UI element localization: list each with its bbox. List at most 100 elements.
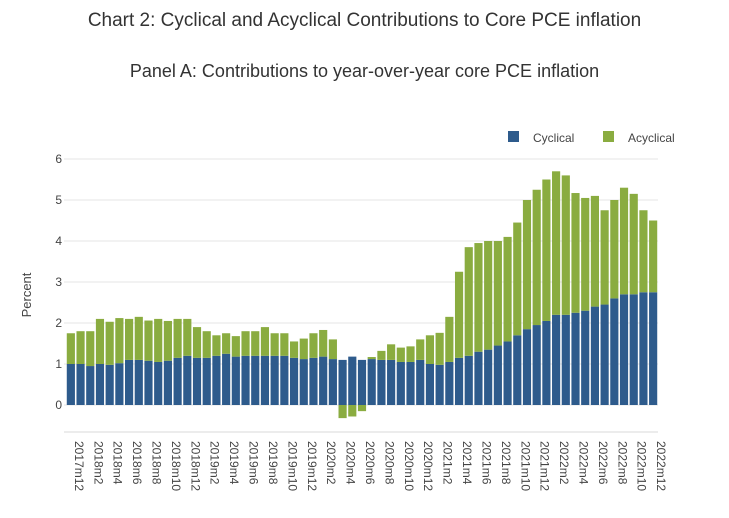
bar-acyclical-2022m9 — [619, 187, 629, 295]
bar-acyclical-2021m10 — [513, 222, 522, 336]
bar-acyclical-2017m12 — [66, 333, 75, 364]
bar-acyclical-2022m7 — [600, 210, 609, 305]
bar-cyclical-2019m9 — [270, 355, 279, 405]
bar-acyclical-2019m7 — [251, 331, 260, 356]
x-tick-label: 2019m4 — [227, 441, 241, 485]
bar-cyclical-2020m7 — [367, 359, 376, 405]
bar-acyclical-2020m10 — [396, 347, 405, 362]
bar-acyclical-2022m2 — [552, 171, 561, 315]
x-tick-label: 2019m2 — [208, 441, 222, 485]
bar-acyclical-2022m11 — [639, 210, 648, 293]
bar-cyclical-2021m10 — [513, 335, 522, 405]
bar-cyclical-2021m1 — [425, 364, 435, 405]
bar-cyclical-2017m12 — [66, 364, 75, 405]
bar-cyclical-2019m11 — [289, 357, 299, 405]
x-tick-label: 2018m4 — [111, 441, 125, 485]
bar-cyclical-2018m10 — [163, 360, 172, 405]
legend-label-cyclical: Cyclical — [533, 131, 574, 145]
bar-acyclical-2018m7 — [134, 316, 143, 360]
bar-cyclical-2022m7 — [600, 304, 609, 405]
bar-cyclical-2020m12 — [416, 359, 425, 405]
bar-cyclical-2020m10 — [396, 361, 405, 405]
x-tick-label: 2022m4 — [577, 441, 591, 485]
bar-acyclical-2018m1 — [76, 331, 85, 364]
bar-acyclical-2020m2 — [319, 329, 328, 357]
bar-acyclical-2018m11 — [173, 318, 182, 358]
x-tick-label: 2019m10 — [285, 441, 299, 491]
x-tick-label: 2022m12 — [654, 441, 668, 491]
legend-swatch-cyclical — [508, 131, 519, 142]
bar-acyclical-2022m6 — [590, 195, 599, 307]
y-tick-label: 2 — [55, 316, 62, 330]
bar-acyclical-2019m1 — [192, 327, 202, 358]
bar-cyclical-2022m8 — [610, 298, 619, 405]
bar-acyclical-2020m6 — [357, 405, 367, 412]
bar-cyclical-2022m4 — [571, 312, 580, 405]
bar-cyclical-2018m5 — [115, 363, 124, 405]
y-axis-ticks: 0 1 2 3 4 5 6 — [55, 152, 62, 412]
bar-cyclical-2018m12 — [183, 355, 192, 405]
bar-cyclical-2018m6 — [125, 359, 134, 405]
bar-cyclical-2018m11 — [173, 357, 182, 405]
bar-acyclical-2018m10 — [163, 320, 172, 361]
bar-cyclical-2019m10 — [280, 355, 289, 405]
bar-cyclical-2020m5 — [348, 356, 357, 405]
bar-acyclical-2019m3 — [212, 335, 221, 356]
bar-cyclical-2020m11 — [406, 361, 415, 405]
bar-acyclical-2018m8 — [144, 320, 153, 361]
bar-acyclical-2020m3 — [328, 339, 337, 360]
bar-cyclical-2021m11 — [522, 329, 532, 405]
bar-acyclical-2020m4 — [338, 405, 347, 419]
x-tick-label: 2022m6 — [596, 441, 610, 485]
x-tick-label: 2019m12 — [305, 441, 319, 491]
bar-acyclical-2021m11 — [522, 200, 532, 330]
bar-acyclical-2020m5 — [348, 405, 357, 417]
bar-acyclical-2018m9 — [154, 318, 163, 362]
bar-cyclical-2018m2 — [86, 366, 95, 405]
bar-acyclical-2020m9 — [387, 344, 396, 360]
bar-cyclical-2022m11 — [639, 292, 648, 405]
bar-cyclical-2018m7 — [134, 359, 143, 405]
bar-acyclical-2021m2 — [435, 332, 444, 365]
bar-cyclical-2018m8 — [144, 360, 153, 405]
bar-acyclical-2021m12 — [532, 189, 541, 326]
x-tick-label: 2022m8 — [615, 441, 629, 485]
chart-title: Chart 2: Cyclical and Acyclical Contribu… — [87, 10, 642, 31]
bar-acyclical-2020m11 — [406, 346, 415, 362]
bar-acyclical-2021m9 — [503, 236, 512, 342]
bar-cyclical-2018m4 — [105, 364, 114, 405]
bar-cyclical-2019m5 — [231, 356, 240, 405]
bar-acyclical-2022m3 — [561, 175, 570, 315]
bar-acyclical-2019m5 — [231, 336, 240, 357]
bar-acyclical-2019m11 — [289, 341, 299, 358]
bar-cyclical-2022m12 — [649, 292, 658, 405]
bar-cyclical-2018m1 — [76, 364, 85, 405]
x-tick-label: 2021m10 — [518, 441, 532, 491]
x-tick-label: 2020m6 — [363, 441, 377, 485]
bar-cyclical-2021m7 — [484, 349, 493, 405]
y-axis-label: Percent — [19, 272, 34, 317]
x-tick-label: 2021m4 — [460, 441, 474, 485]
bar-cyclical-2020m4 — [338, 359, 347, 405]
bar-cyclical-2021m2 — [435, 364, 444, 405]
bar-cyclical-2021m5 — [464, 355, 473, 405]
bar-cyclical-2021m3 — [445, 361, 454, 405]
bar-cyclical-2022m2 — [552, 314, 561, 405]
x-tick-label: 2021m6 — [479, 441, 493, 485]
bar-cyclical-2021m12 — [532, 325, 541, 405]
bar-cyclical-2019m7 — [251, 355, 260, 405]
bar-cyclical-2021m9 — [503, 341, 512, 405]
bar-acyclical-2021m3 — [445, 316, 454, 362]
bar-acyclical-2022m12 — [649, 220, 658, 293]
bar-acyclical-2022m10 — [629, 193, 638, 295]
x-tick-label: 2022m10 — [635, 441, 649, 491]
bar-cyclical-2022m10 — [629, 294, 638, 405]
bar-cyclical-2022m6 — [590, 306, 599, 405]
bar-acyclical-2019m2 — [202, 331, 211, 358]
bar-cyclical-2021m4 — [454, 357, 464, 405]
x-tick-label: 2018m10 — [169, 441, 183, 491]
bar-cyclical-2020m6 — [357, 359, 367, 405]
bar-cyclical-2021m6 — [474, 351, 483, 405]
x-tick-label: 2021m8 — [499, 441, 513, 485]
